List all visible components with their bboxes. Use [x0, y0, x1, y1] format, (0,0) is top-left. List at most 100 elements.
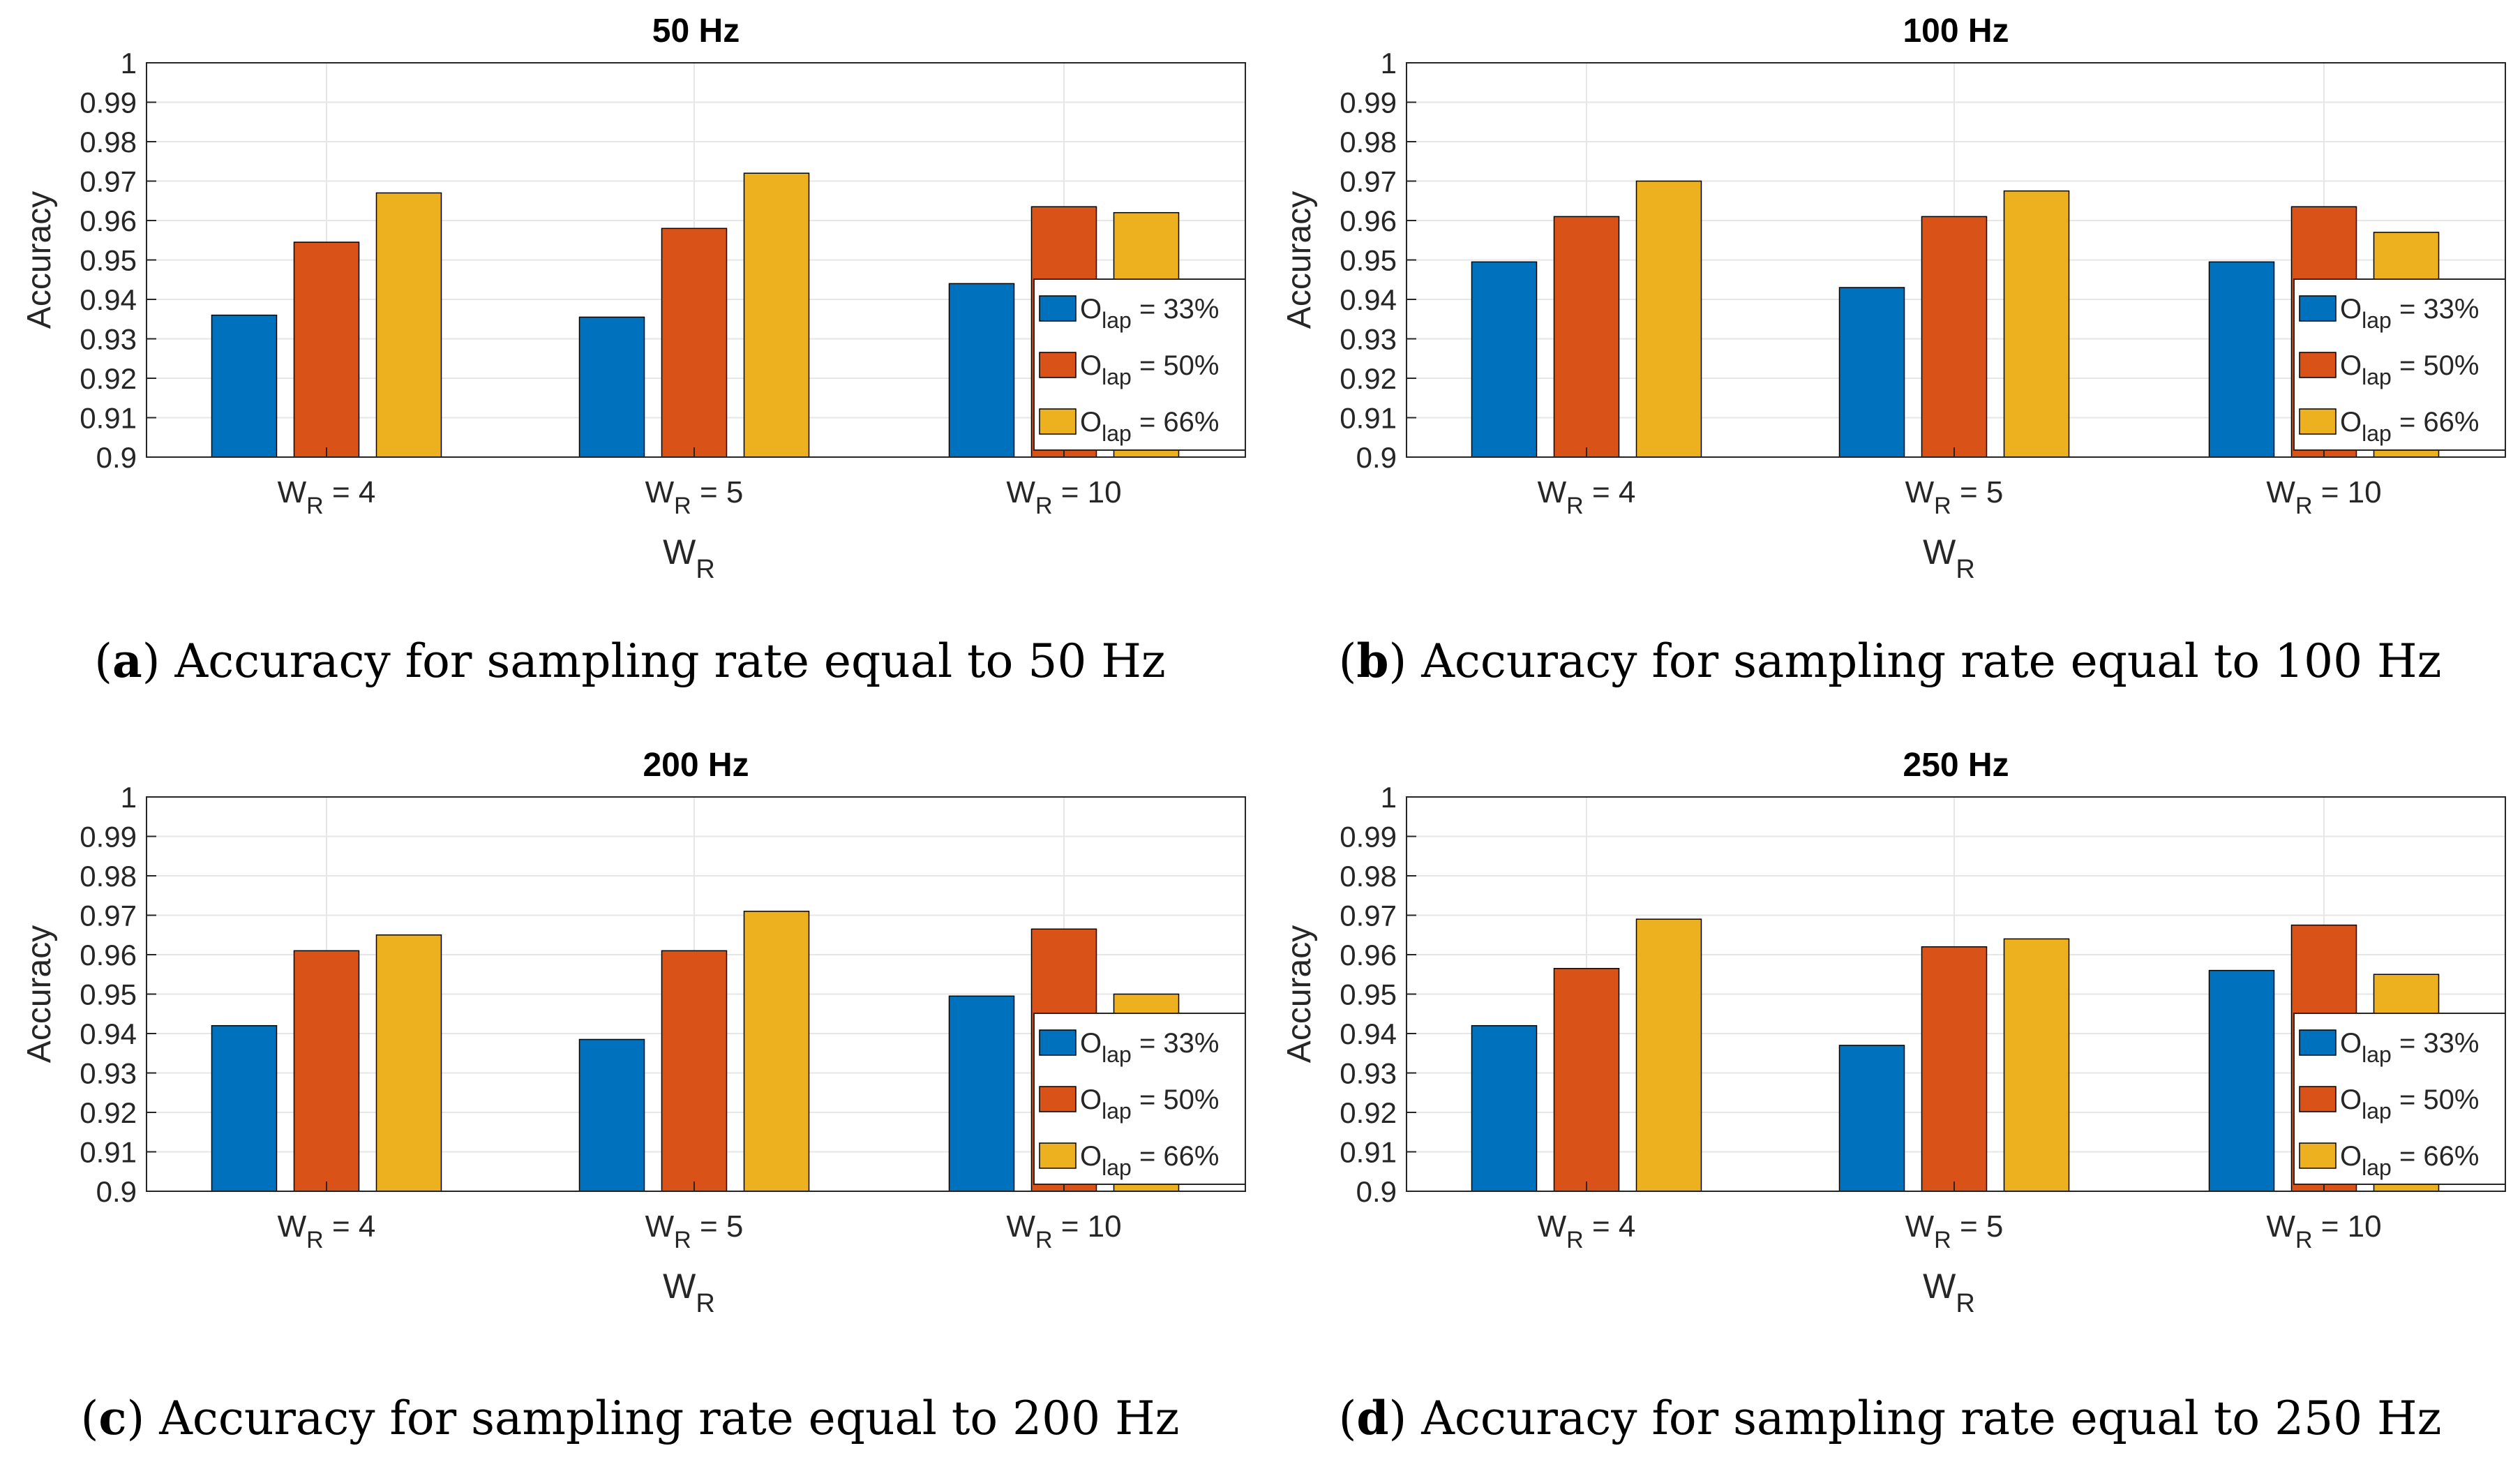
- legend-label-main: O: [1080, 294, 1102, 325]
- caption-letter: c: [98, 1391, 127, 1445]
- bar-2-2: [1921, 946, 1988, 1192]
- bar-1-2: [1838, 287, 1905, 458]
- y-tick-label: 0.92: [80, 1096, 137, 1129]
- y-axis-label: Accuracy: [21, 191, 58, 329]
- y-tick-label: 0.93: [1340, 323, 1397, 356]
- legend-label-1: Olap = 33%: [2340, 294, 2479, 333]
- legend-label-1: Olap = 33%: [1080, 1028, 1219, 1067]
- legend-label-subscript: lap: [1102, 364, 1132, 389]
- x-tick-label: WR = 4: [278, 1209, 376, 1253]
- legend-label-subscript: lap: [2362, 1155, 2392, 1180]
- x-tick-main: W: [2266, 1209, 2295, 1244]
- legend-label-2: Olap = 50%: [1080, 350, 1219, 389]
- x-axis-label: WR: [663, 1267, 715, 1318]
- legend-label-value: = 66%: [1132, 407, 1220, 438]
- y-ticks: 0.9 0.91 0.92 0.93 0.94 0.95 0.96 0.97 0.98 0.99 1: [80, 47, 156, 474]
- caption-text: Accuracy for sampling rate equal to 50 H…: [174, 634, 1166, 688]
- legend-label-subscript: lap: [2362, 1098, 2392, 1124]
- legend-label-main: O: [1080, 350, 1102, 381]
- x-tick-rest: = 5: [691, 1209, 744, 1244]
- bar-1-1: [1471, 1024, 1538, 1192]
- legend-label-main: O: [1080, 1084, 1102, 1115]
- y-tick-label: 0.96: [80, 939, 137, 971]
- legend-label-value: = 50%: [1132, 1084, 1220, 1115]
- x-tick-label: WR = 10: [1006, 1209, 1121, 1253]
- bar-2-2: [661, 228, 728, 458]
- bar-1-1: [211, 314, 278, 458]
- x-tick-main: W: [645, 475, 675, 509]
- y-tick-label: 0.93: [80, 1057, 137, 1090]
- chart-panel-b: 0.9 0.91 0.92 0.93 0.94 0.95 0.96 0.97 0.98 0.99 1…: [1260, 0, 2520, 734]
- legend-swatch-2: [2299, 352, 2337, 378]
- bar-3-1: [1635, 918, 1702, 1192]
- y-axis-label: Accuracy: [1281, 191, 1318, 329]
- chart-title: 50 Hz: [652, 13, 740, 50]
- legend-label-value: = 50%: [2392, 1084, 2480, 1115]
- x-axis-label-subscript: R: [696, 555, 714, 584]
- chart-panel-d: 0.9 0.91 0.92 0.93 0.94 0.95 0.96 0.97 0.98 0.99 1…: [1260, 734, 2520, 1468]
- x-axis-label-main: W: [1923, 1267, 1956, 1306]
- y-tick-label: 0.99: [1340, 821, 1397, 853]
- bar-2-2: [1921, 216, 1988, 458]
- bar-1-1: [211, 1024, 278, 1192]
- x-axis-label-subscript: R: [696, 1289, 714, 1318]
- legend-label-3: Olap = 66%: [2340, 407, 2479, 446]
- legend-label-2: Olap = 50%: [2340, 1084, 2479, 1124]
- bar-1-3: [2208, 969, 2275, 1192]
- x-axis-label: WR: [1923, 532, 1975, 584]
- legend-label-subscript: lap: [1102, 1098, 1132, 1124]
- y-tick-label: 0.97: [1340, 900, 1397, 932]
- y-tick-label: 0.93: [1340, 1057, 1397, 1090]
- legend-label-main: O: [1080, 1028, 1102, 1059]
- y-tick-label: 0.94: [1340, 283, 1397, 316]
- x-tick-main: W: [1905, 1209, 1935, 1244]
- bar-3-1: [375, 192, 442, 458]
- x-tick-main: W: [1538, 1209, 1567, 1244]
- x-tick-rest: = 4: [324, 1209, 376, 1244]
- x-axis-label-main: W: [663, 532, 696, 572]
- bar-1-2: [578, 1038, 645, 1192]
- y-tick-label: 0.9: [96, 1175, 137, 1208]
- bar-1-3: [2208, 261, 2275, 458]
- y-tick-label: 0.97: [80, 165, 137, 198]
- x-tick-label: WR = 5: [1905, 1209, 2004, 1253]
- chart-panel-c: 0.9 0.91 0.92 0.93 0.94 0.95 0.96 0.97 0.98 0.99 1…: [0, 734, 1260, 1468]
- x-tick-label: WR = 10: [2266, 475, 2381, 519]
- legend-swatch-1: [1039, 1029, 1077, 1056]
- legend-label-main: O: [2340, 294, 2362, 325]
- legend-swatch-2: [1039, 1086, 1077, 1112]
- y-tick-label: 0.95: [80, 244, 137, 277]
- x-tick-main: W: [1006, 475, 1035, 509]
- x-tick-subscript: R: [2295, 493, 2313, 519]
- caption-a: (a) Accuracy for sampling rate equal to …: [94, 634, 1166, 688]
- x-tick-rest: = 4: [1584, 475, 1636, 509]
- x-tick-subscript: R: [1566, 493, 1584, 519]
- y-tick-label: 0.91: [1340, 402, 1397, 435]
- legend-swatch-3: [2299, 1142, 2337, 1169]
- x-tick-subscript: R: [674, 493, 691, 519]
- y-tick-label: 0.99: [80, 821, 137, 853]
- y-ticks: 0.9 0.91 0.92 0.93 0.94 0.95 0.96 0.97 0.98 0.99 1: [1340, 781, 1416, 1208]
- x-ticks: WR = 4 WR = 5 WR = 10: [278, 447, 1122, 519]
- x-ticks: WR = 4 WR = 5 WR = 10: [278, 1181, 1122, 1253]
- y-ticks: 0.9 0.91 0.92 0.93 0.94 0.95 0.96 0.97 0.98 0.99 1: [80, 781, 156, 1208]
- x-tick-subscript: R: [2295, 1227, 2313, 1253]
- legend-label-subscript: lap: [2362, 308, 2392, 333]
- legend-swatch-3: [1039, 1142, 1077, 1169]
- y-tick-label: 0.97: [80, 900, 137, 932]
- chart-a: 0.9 0.91 0.92 0.93 0.94 0.95 0.96 0.97 0.98 0.99 1…: [21, 13, 1246, 584]
- x-tick-subscript: R: [1934, 493, 1951, 519]
- chart-d: 0.9 0.91 0.92 0.93 0.94 0.95 0.96 0.97 0.98 0.99 1…: [1281, 747, 2506, 1318]
- legend-label-main: O: [1080, 1141, 1102, 1172]
- x-tick-main: W: [278, 1209, 307, 1244]
- legend-label-subscript: lap: [1102, 1042, 1132, 1067]
- x-tick-subscript: R: [1934, 1227, 1951, 1253]
- x-axis-label-subscript: R: [1956, 1289, 1974, 1318]
- bar-3-1: [1635, 180, 1702, 458]
- chart-c: 0.9 0.91 0.92 0.93 0.94 0.95 0.96 0.97 0.98 0.99 1…: [21, 747, 1246, 1318]
- x-tick-main: W: [1905, 475, 1935, 509]
- legend-label-subscript: lap: [1102, 421, 1132, 446]
- y-tick-label: 0.95: [1340, 978, 1397, 1011]
- legend-label-main: O: [2340, 1141, 2362, 1172]
